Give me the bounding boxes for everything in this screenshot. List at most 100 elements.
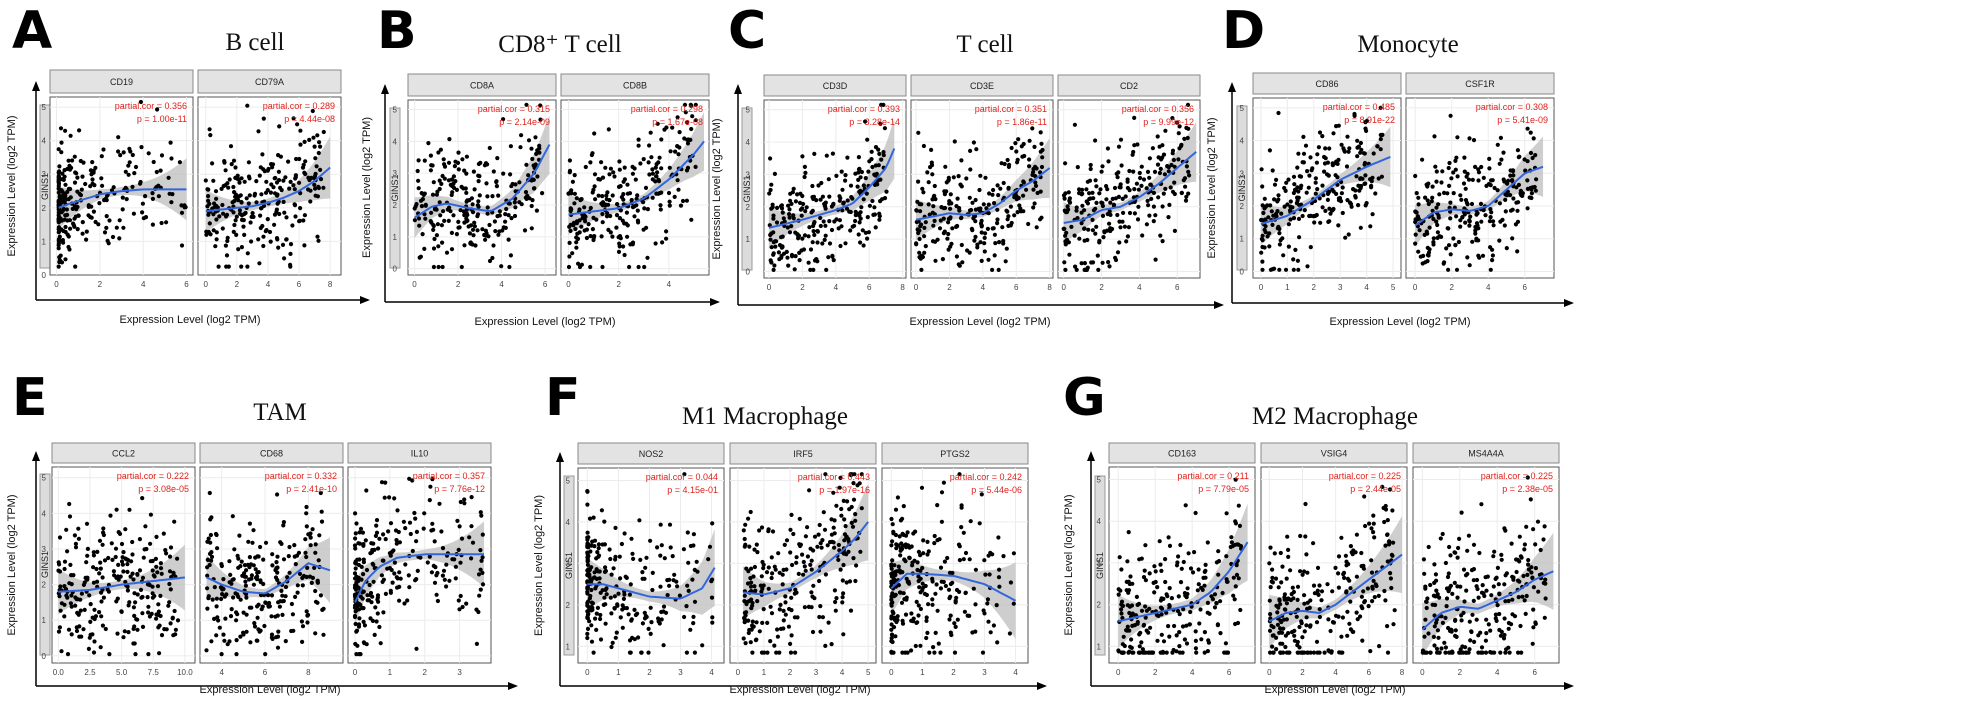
- data-point: [444, 584, 449, 589]
- data-point: [68, 186, 73, 192]
- data-point: [265, 168, 270, 173]
- data-point: [1033, 180, 1038, 185]
- data-point: [1194, 650, 1199, 655]
- data-point: [1308, 245, 1313, 250]
- data-point: [207, 127, 212, 132]
- data-point: [1172, 228, 1177, 233]
- data-point: [376, 546, 381, 551]
- confidence-band: [916, 138, 1050, 241]
- data-point: [252, 191, 258, 196]
- data-point: [777, 570, 782, 575]
- data-point: [858, 240, 863, 245]
- data-point: [456, 167, 461, 172]
- data-point: [1031, 166, 1036, 172]
- data-point: [1209, 594, 1214, 599]
- data-point: [1098, 187, 1103, 192]
- data-point: [1425, 596, 1430, 601]
- data-point: [537, 150, 542, 155]
- partial-cor-label: partial.cor = 0.315: [478, 104, 550, 114]
- data-point: [519, 133, 524, 138]
- data-point: [785, 225, 790, 230]
- data-point: [678, 203, 684, 208]
- data-point: [119, 609, 124, 614]
- data-point: [106, 555, 111, 561]
- data-point: [244, 612, 249, 617]
- data-point: [790, 562, 795, 568]
- data-point: [819, 180, 824, 186]
- data-point: [1323, 208, 1328, 213]
- data-point: [1314, 212, 1319, 218]
- data-point: [357, 616, 362, 621]
- data-point: [80, 231, 85, 236]
- data-point: [434, 592, 439, 597]
- data-point: [993, 241, 998, 246]
- data-point: [108, 513, 113, 518]
- data-point: [795, 233, 800, 238]
- data-point: [1311, 541, 1316, 546]
- data-point: [613, 525, 618, 531]
- data-point: [1302, 629, 1307, 634]
- data-point: [428, 153, 433, 158]
- x-tick-label: 0.0: [53, 668, 65, 677]
- data-point: [1118, 225, 1123, 230]
- data-point: [1294, 201, 1299, 206]
- data-point: [1090, 228, 1095, 233]
- data-point: [414, 539, 419, 544]
- data-point: [1307, 173, 1312, 178]
- data-point: [1449, 176, 1454, 181]
- data-point: [126, 630, 131, 635]
- data-point: [840, 578, 845, 583]
- data-point: [1304, 552, 1309, 557]
- data-point: [506, 213, 511, 218]
- data-point: [1490, 253, 1495, 258]
- data-point: [123, 527, 128, 532]
- x-tick-label: 3: [982, 668, 987, 677]
- data-point: [659, 543, 664, 548]
- data-point: [268, 190, 273, 195]
- data-point: [775, 634, 781, 639]
- data-point: [1020, 154, 1025, 159]
- data-point: [238, 193, 243, 198]
- data-point: [794, 560, 799, 565]
- data-point: [1320, 183, 1325, 188]
- y-tick-label: 5: [1097, 476, 1102, 485]
- data-point: [1497, 201, 1502, 206]
- data-point: [658, 522, 663, 527]
- data-point: [1492, 185, 1497, 191]
- data-point: [523, 190, 529, 195]
- data-point: [469, 495, 474, 500]
- data-point: [1378, 132, 1383, 138]
- data-point: [415, 168, 420, 174]
- x-tick-label: 1: [388, 668, 393, 677]
- data-point: [1476, 170, 1482, 175]
- data-point: [1125, 624, 1130, 629]
- x-tick-label: 2: [1300, 668, 1305, 677]
- data-point: [1448, 216, 1453, 221]
- data-point: [1299, 650, 1304, 655]
- data-point: [917, 585, 922, 590]
- data-point: [807, 488, 812, 493]
- data-point: [1438, 536, 1443, 541]
- data-point: [1308, 155, 1313, 160]
- data-point: [594, 567, 599, 572]
- data-point: [247, 555, 252, 560]
- data-point: [916, 578, 921, 584]
- data-point: [270, 165, 275, 170]
- data-point: [1284, 650, 1289, 655]
- data-point: [776, 551, 781, 556]
- data-point: [1371, 578, 1376, 584]
- data-point: [440, 264, 445, 270]
- data-point: [1506, 178, 1511, 183]
- data-point: [79, 591, 84, 596]
- data-point: [360, 596, 365, 601]
- data-point: [996, 575, 1002, 580]
- data-point: [873, 173, 878, 178]
- data-point: [222, 638, 227, 643]
- data-point: [206, 229, 211, 235]
- data-point: [70, 206, 75, 211]
- data-point: [159, 220, 164, 226]
- data-point: [1291, 216, 1297, 221]
- data-point: [923, 244, 928, 249]
- data-point: [1062, 196, 1067, 201]
- data-point: [100, 183, 105, 188]
